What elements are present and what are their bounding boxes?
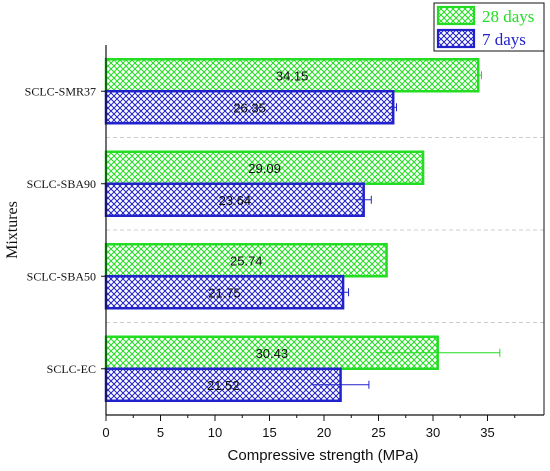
x-tick-label: 5: [157, 425, 164, 440]
legend-swatch-7-days: [436, 28, 476, 49]
bar: [104, 182, 365, 217]
legend: 28 days 7 days: [433, 2, 545, 52]
y-category-label: SCLC-SBA50: [27, 269, 96, 283]
y-category-label: SCLC-EC: [47, 362, 96, 376]
bar: [104, 150, 425, 185]
bar: [104, 275, 345, 310]
data-label: 23.64: [219, 193, 252, 208]
x-tick-label: 25: [371, 425, 385, 440]
x-axis-title: Compressive strength (MPa): [228, 447, 419, 464]
bar: [104, 58, 480, 93]
data-label: 29.09: [248, 161, 281, 176]
bar: [104, 90, 395, 125]
data-label: 21.75: [208, 285, 241, 300]
data-label: 30.43: [256, 346, 289, 361]
y-axis-title: Mixtures: [4, 201, 21, 259]
legend-swatch-28-days: [436, 5, 476, 26]
legend-label-28-days: 28 days: [482, 7, 534, 26]
x-tick-label: 0: [102, 425, 109, 440]
bars: [104, 58, 480, 402]
x-tick-label: 10: [208, 425, 222, 440]
data-label: 21.52: [207, 378, 240, 393]
data-labels: 34.15 26.35 29.09 23.64 25.74 21.75 30.43 21.52: [207, 68, 308, 393]
error-bars: [312, 71, 501, 389]
data-label: 34.15: [276, 68, 309, 83]
x-tick-label: 30: [426, 425, 440, 440]
x-tick-label: 35: [480, 425, 494, 440]
y-category-label: SCLC-SMR37: [25, 84, 96, 98]
y-categories: SCLC-SMR37 SCLC-SBA90 SCLC-SBA50 SCLC-EC: [25, 84, 106, 376]
grid-lines: [106, 137, 544, 323]
legend-label-7-days: 7 days: [482, 30, 526, 49]
x-ticks: 0 5 10 15 20 25 30 35: [102, 415, 516, 440]
data-label: 25.74: [230, 253, 263, 268]
y-category-label: SCLC-SBA90: [27, 177, 96, 191]
data-label: 26.35: [233, 100, 266, 115]
x-tick-label: 15: [262, 425, 276, 440]
x-tick-label: 20: [317, 425, 331, 440]
